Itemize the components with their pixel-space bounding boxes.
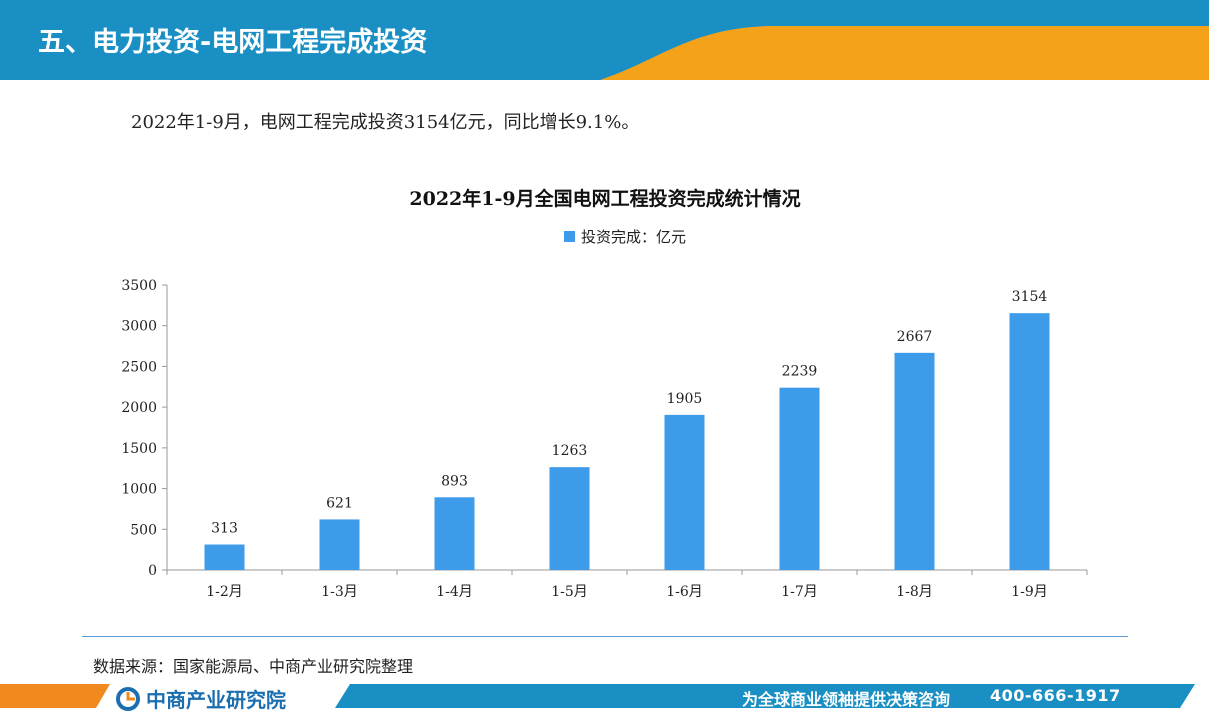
data-label: 313 [211, 521, 238, 537]
x-tick-label: 1-7月 [781, 584, 818, 600]
y-tick-label: 500 [130, 522, 157, 538]
bar [319, 519, 360, 570]
legend: 投资完成：亿元 [564, 228, 686, 246]
y-tick-label: 3000 [121, 319, 157, 335]
divider-line [82, 636, 1128, 637]
y-tick-label: 2000 [121, 400, 157, 416]
brand-name: 中商产业研究院 [146, 688, 286, 712]
bar [664, 414, 705, 570]
page-title: 五、电力投资-电网工程完成投资 [38, 27, 428, 58]
data-label: 2239 [782, 364, 818, 380]
header-banner: 五、电力投资-电网工程完成投资 [0, 0, 1209, 80]
x-tick-label: 1-5月 [551, 584, 588, 600]
x-tick-label: 1-2月 [206, 584, 243, 600]
axes: 0 500 1000 1500 2000 2500 3000 3500 1-2月 1-3月 1-4月… [121, 278, 1088, 600]
bar [1009, 313, 1050, 570]
y-tick-label: 2500 [121, 359, 157, 375]
legend-swatch [564, 231, 575, 242]
data-label: 3154 [1012, 289, 1048, 305]
summary-text: 2022年1-9月，电网工程完成投资3154亿元，同比增长9.1%。 [131, 112, 640, 133]
footer-phone: 400-666-1917 [990, 686, 1121, 705]
x-tick-label: 1-3月 [321, 584, 358, 600]
y-tick-label: 1000 [121, 482, 157, 498]
y-tick-label: 1500 [121, 441, 157, 457]
x-tick-label: 1-4月 [436, 584, 473, 600]
data-label: 1263 [552, 443, 588, 459]
askci-logo-icon [116, 686, 140, 711]
y-tick-label: 3500 [121, 278, 157, 294]
x-tick-label: 1-9月 [1011, 584, 1048, 600]
data-label: 1905 [667, 391, 703, 407]
bar-chart: 2022年1-9月全国电网工程投资完成统计情况 投资完成：亿元 0 500 1000… [121, 187, 1088, 600]
footer-bar [0, 682, 1209, 718]
brand-logo: 中商产业研究院 [116, 684, 286, 713]
source-note: 数据来源：国家能源局、中商产业研究院整理 [93, 657, 414, 676]
bar [894, 352, 935, 570]
footer-background [0, 684, 1195, 708]
bar [549, 467, 590, 570]
chart-title: 2022年1-9月全国电网工程投资完成统计情况 [409, 187, 800, 210]
bar [779, 387, 820, 570]
legend-label: 投资完成：亿元 [581, 228, 686, 246]
data-label: 893 [441, 473, 468, 489]
x-tick-label: 1-8月 [896, 584, 933, 600]
header-background [0, 0, 1209, 80]
bar [204, 544, 245, 570]
footer-slogan: 为全球商业领袖提供决策咨询 [742, 690, 951, 709]
x-tick-label: 1-6月 [666, 584, 703, 600]
y-tick-label: 0 [148, 563, 157, 579]
bars: 313 621 893 1263 1905 2239 2667 3154 [204, 289, 1050, 570]
bar [434, 497, 475, 570]
data-label: 2667 [897, 329, 933, 345]
data-label: 621 [326, 495, 353, 511]
